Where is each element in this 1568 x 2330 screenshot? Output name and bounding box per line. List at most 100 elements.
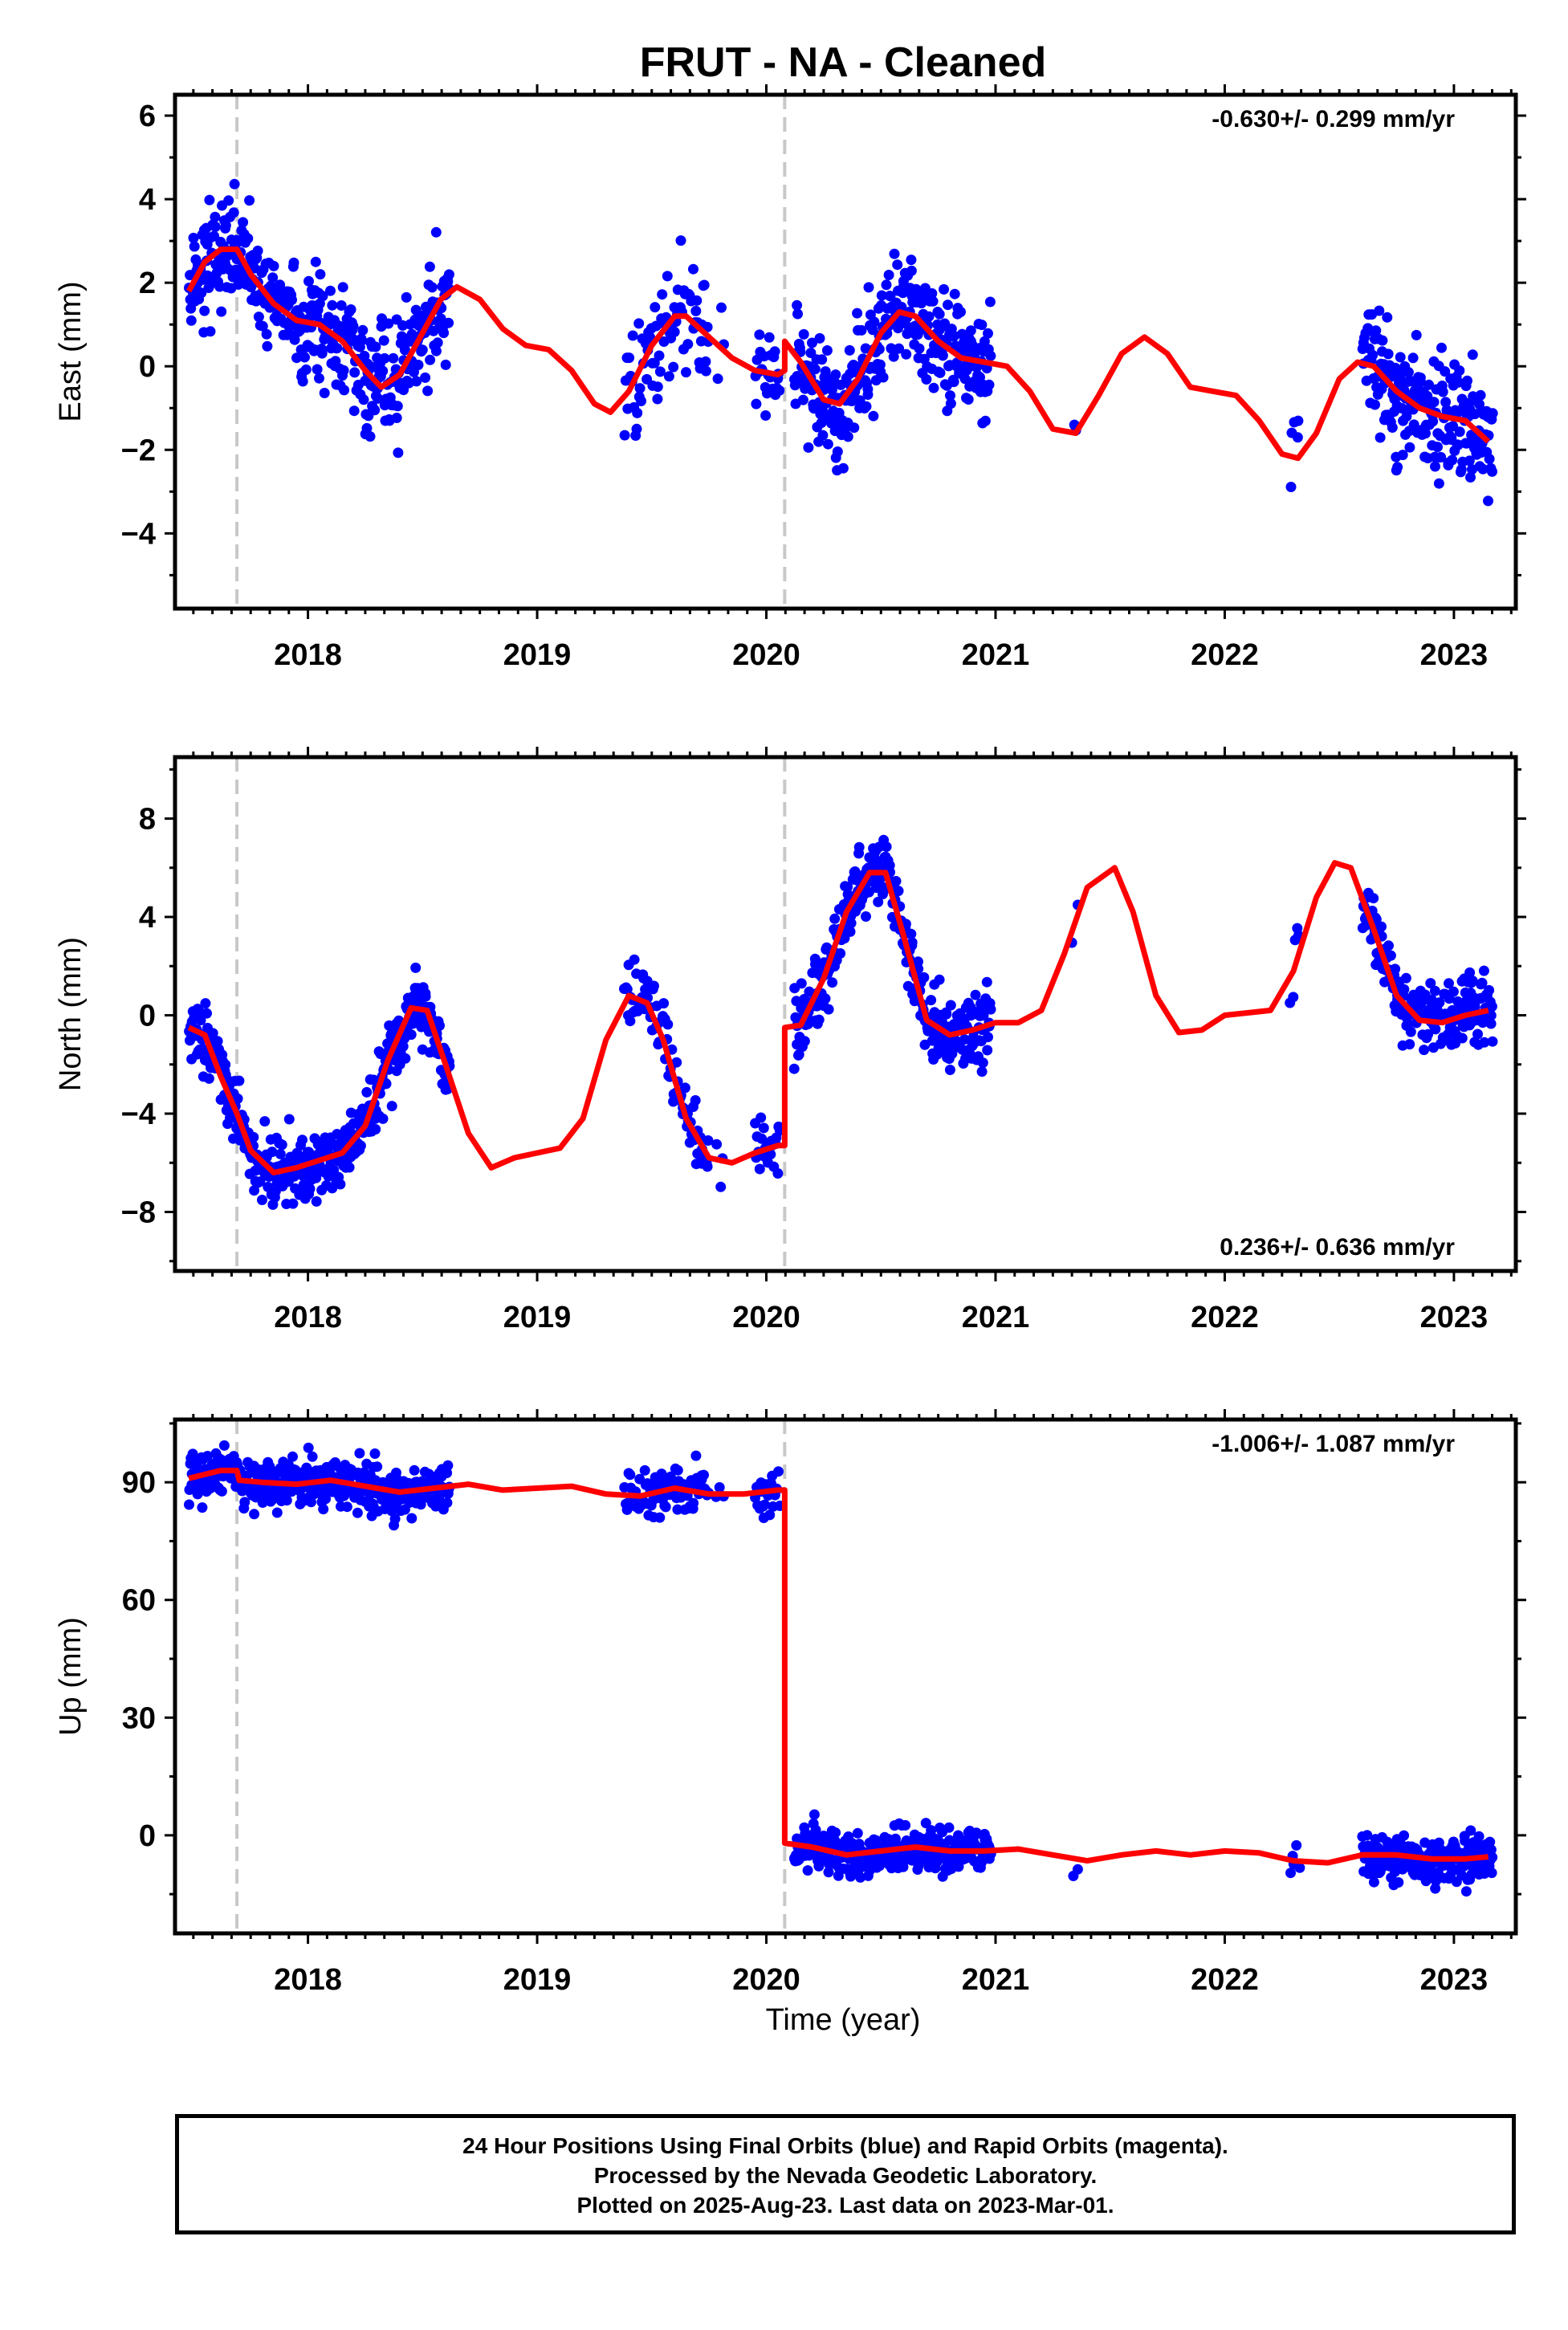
observation-point	[306, 1497, 316, 1508]
observation-point	[370, 341, 381, 352]
observation-point	[774, 385, 785, 396]
observation-point	[906, 265, 917, 276]
observation-point	[890, 876, 902, 886]
observation-point	[715, 1181, 727, 1192]
observation-point	[249, 1509, 260, 1520]
observation-point	[816, 418, 827, 429]
observation-point	[244, 195, 255, 206]
observation-point	[354, 1448, 365, 1459]
observation-point	[934, 308, 945, 320]
observation-point	[671, 1057, 682, 1068]
observation-point	[304, 1183, 316, 1195]
observation-point	[1486, 1868, 1497, 1879]
observation-point	[633, 318, 645, 329]
observation-point	[862, 389, 874, 400]
observation-point	[415, 1499, 426, 1510]
observation-point	[830, 1827, 841, 1838]
observation-point	[698, 279, 710, 291]
observation-point	[443, 269, 454, 280]
observation-point	[977, 1057, 988, 1069]
observation-point	[405, 1029, 417, 1041]
observation-point	[945, 398, 956, 409]
observation-point	[229, 178, 240, 189]
observation-point	[1487, 408, 1498, 419]
observation-point	[1469, 1001, 1480, 1012]
observation-point	[1374, 305, 1385, 316]
observation-point	[714, 1482, 725, 1493]
observation-point	[985, 1004, 996, 1015]
observation-point	[196, 287, 207, 299]
observation-point	[888, 351, 899, 362]
observation-point	[377, 365, 389, 377]
observation-point	[773, 1466, 784, 1477]
observation-point	[700, 365, 711, 377]
observation-point	[352, 1507, 363, 1518]
observation-point	[443, 317, 454, 328]
observation-point	[984, 379, 995, 390]
observation-point	[1383, 348, 1394, 360]
observation-point	[184, 1499, 194, 1510]
observation-point	[928, 382, 939, 393]
observation-point	[948, 377, 959, 388]
x-tick-label: 2022	[1191, 638, 1259, 672]
observation-point	[1404, 1039, 1415, 1050]
observation-point	[199, 305, 210, 316]
observation-point	[1370, 399, 1380, 410]
observation-point	[1397, 450, 1408, 461]
observation-point	[959, 1034, 970, 1045]
observation-point	[985, 350, 996, 361]
y-tick-label: 0	[139, 1000, 156, 1033]
y-axis-label: East (mm)	[54, 281, 88, 422]
observation-point	[242, 233, 254, 244]
observation-point	[669, 326, 680, 337]
observation-point	[300, 364, 312, 375]
observation-point	[420, 372, 431, 383]
observation-point	[769, 346, 780, 357]
observation-point	[320, 1493, 332, 1505]
observation-point	[297, 1134, 307, 1146]
observation-point	[1487, 1036, 1498, 1047]
observation-point	[1431, 1876, 1441, 1887]
observation-point	[435, 313, 446, 324]
observation-point	[802, 1865, 813, 1876]
observation-point	[392, 401, 403, 412]
observation-point	[920, 1818, 931, 1829]
observation-point	[898, 1861, 909, 1872]
observation-point	[1467, 349, 1478, 360]
observation-point	[1368, 893, 1379, 904]
observation-point	[845, 918, 857, 929]
observation-point	[291, 352, 302, 364]
observation-point	[675, 235, 686, 246]
observation-point	[1423, 379, 1435, 390]
observation-point	[672, 1464, 683, 1476]
observation-point	[881, 841, 892, 853]
observation-point	[916, 298, 927, 309]
observation-point	[189, 241, 200, 252]
observation-point	[359, 350, 370, 361]
chart-title: FRUT - NA - Cleaned	[640, 39, 1047, 86]
observation-point	[792, 299, 803, 311]
observation-point	[238, 217, 249, 228]
observation-point	[338, 365, 349, 376]
observation-point	[982, 1045, 993, 1056]
observation-point	[413, 360, 424, 370]
x-tick-label: 2019	[503, 1301, 572, 1334]
observation-point	[1403, 1018, 1414, 1029]
observation-point	[1432, 442, 1443, 453]
panel-north: 2018 2019 2020 2021 2022 2023 −8 −4 0 4 8 North (mm…	[54, 747, 1526, 1334]
observation-point	[959, 373, 971, 385]
observation-point	[894, 343, 905, 354]
observation-point	[1294, 1862, 1305, 1873]
observation-point	[821, 345, 833, 356]
observation-point	[660, 1501, 671, 1513]
y-tick-label: 8	[139, 803, 156, 837]
observation-point	[1293, 415, 1304, 426]
observation-point	[852, 308, 863, 319]
observation-point	[335, 1179, 346, 1190]
observation-point	[1377, 335, 1388, 346]
observation-point	[837, 462, 849, 474]
observation-point	[275, 1148, 286, 1159]
x-tick-label: 2021	[962, 1301, 1030, 1334]
observation-point	[700, 356, 711, 367]
y-tick-label: 30	[122, 1701, 156, 1735]
